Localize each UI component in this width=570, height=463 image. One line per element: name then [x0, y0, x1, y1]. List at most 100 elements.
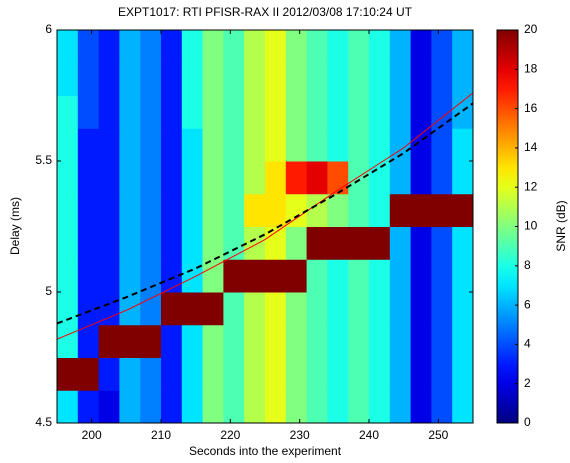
heat-cell	[223, 30, 245, 64]
heat-cell	[348, 292, 370, 326]
heat-cell	[348, 95, 370, 129]
heat-cell	[327, 161, 349, 195]
heat-cell	[202, 95, 224, 129]
heat-cell	[223, 226, 245, 260]
heat-cell	[77, 161, 100, 195]
heat-cell	[452, 324, 473, 358]
heat-cell	[140, 30, 162, 64]
heat-cell	[327, 62, 349, 96]
heat-cell	[77, 193, 100, 227]
plot-frame	[56, 29, 474, 424]
heat-cell	[327, 193, 349, 227]
heat-cell	[161, 390, 183, 423]
heat-cell	[57, 62, 79, 96]
heat-cell	[119, 161, 141, 195]
heat-cell	[119, 193, 141, 227]
heat-cell	[369, 357, 391, 391]
heat-cell	[452, 62, 473, 96]
heat-cell	[389, 226, 412, 260]
y-axis-label: Delay (ms)	[8, 197, 22, 255]
heat-cell	[431, 128, 453, 162]
heat-cell	[285, 324, 308, 358]
heat-cell	[369, 161, 391, 195]
heat-cell	[327, 30, 349, 64]
heat-cell	[181, 95, 204, 129]
heat-cell	[265, 161, 287, 195]
heat-cell	[452, 259, 473, 293]
heat-cell	[202, 128, 224, 162]
heat-cell	[98, 226, 120, 260]
heat-cell	[119, 226, 141, 260]
heat-cell	[452, 95, 473, 129]
heat-cell	[348, 30, 370, 64]
x-tick-label: 210	[151, 428, 171, 442]
heat-cell	[452, 390, 473, 423]
heat-cell	[452, 30, 473, 64]
heat-cell	[57, 95, 79, 129]
heat-cell	[161, 226, 183, 260]
heat-cell	[285, 357, 308, 391]
heat-cell	[140, 226, 162, 260]
heat-cell	[119, 259, 141, 293]
heat-cell	[223, 357, 245, 391]
heat-cell	[389, 324, 412, 358]
heat-cell	[306, 324, 328, 358]
heat-cell	[161, 62, 183, 96]
heat-cell	[452, 292, 473, 326]
heat-cell	[98, 128, 120, 162]
heat-cell	[244, 292, 266, 326]
heat-cell	[265, 259, 287, 293]
y-tick-label: 6	[45, 22, 52, 36]
heat-cell	[265, 95, 287, 129]
heat-cell	[265, 193, 287, 227]
heat-cell	[369, 226, 391, 260]
heat-cell	[98, 357, 120, 391]
heat-cell	[431, 324, 453, 358]
heat-cell	[161, 30, 183, 64]
heat-cell	[140, 128, 162, 162]
heat-cell	[265, 357, 287, 391]
heat-cell	[327, 95, 349, 129]
heat-cell	[306, 259, 328, 293]
heat-cell	[389, 357, 412, 391]
colorbar-tick-label: 12	[524, 179, 538, 193]
heat-cell	[244, 161, 266, 195]
heat-cell	[410, 62, 432, 96]
heat-cell	[98, 62, 120, 96]
heat-cell	[410, 357, 432, 391]
heat-cell	[389, 95, 412, 129]
heat-cell	[57, 292, 79, 326]
heat-cell	[306, 30, 328, 64]
x-tick-label: 220	[220, 428, 240, 442]
heat-cell	[348, 324, 370, 358]
heat-cell	[327, 324, 349, 358]
heat-cell	[327, 259, 349, 293]
heat-cell	[181, 259, 204, 293]
heat-cell	[161, 95, 183, 129]
chart-title: EXPT1017: RTI PFISR-RAX II 2012/03/08 17…	[118, 5, 413, 19]
heat-cell	[265, 292, 287, 326]
heat-cell	[181, 193, 204, 227]
heat-cell	[285, 161, 308, 195]
heat-cell	[348, 357, 370, 391]
heat-cell	[181, 357, 204, 391]
heat-cell	[410, 259, 432, 293]
heat-cell	[223, 259, 245, 293]
heat-cell	[244, 193, 266, 227]
heat-cell	[389, 62, 412, 96]
heat-cell	[140, 95, 162, 129]
heat-cell	[348, 390, 370, 423]
heat-cell	[410, 226, 432, 260]
heat-cell	[348, 259, 370, 293]
heat-cell	[119, 62, 141, 96]
heat-cell	[431, 95, 453, 129]
colorbar-tick-label: 18	[524, 61, 538, 75]
heat-cell	[57, 259, 79, 293]
heat-cell	[181, 30, 204, 64]
heat-cell	[431, 30, 453, 64]
heat-cell	[77, 95, 100, 129]
heat-cell	[327, 292, 349, 326]
x-axis-label: Seconds into the experiment	[189, 444, 342, 458]
heat-cell	[223, 128, 245, 162]
heat-cell	[161, 357, 183, 391]
